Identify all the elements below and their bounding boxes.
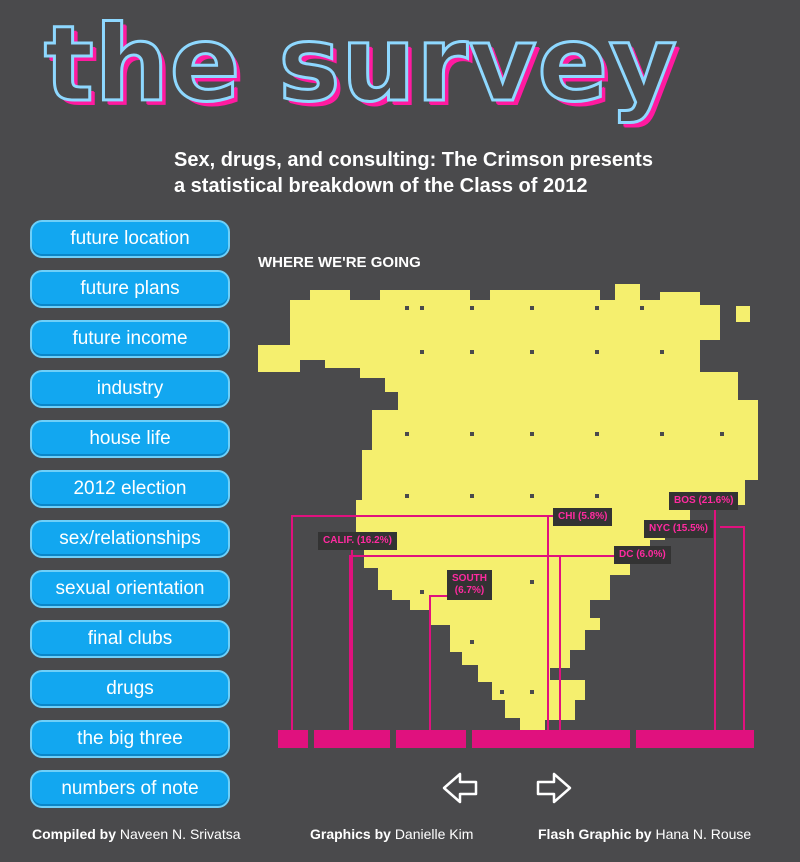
map-label-nyc: NYC (15.5%) xyxy=(644,520,713,538)
credit-flash: Flash Graphic by Hana N. Rouse xyxy=(538,826,751,842)
nav-button-industry[interactable]: industry xyxy=(30,370,230,408)
credit-flash-name: Hana N. Rouse xyxy=(655,826,752,842)
map-island-northeast xyxy=(736,306,750,322)
nav-button-future-income[interactable]: future income xyxy=(30,320,230,358)
credit-compiled-role: Compiled by xyxy=(32,826,117,842)
map-label-calif: CALIF. (16.2%) xyxy=(318,532,397,550)
map-heading: WHERE WE'RE GOING xyxy=(258,254,421,271)
credit-graphics-name: Danielle Kim xyxy=(394,826,474,842)
nav-button-future-plans[interactable]: future plans xyxy=(30,270,230,308)
prev-button[interactable] xyxy=(440,770,480,806)
map-bars xyxy=(278,730,754,748)
credit-graphics: Graphics by Danielle Kim xyxy=(310,826,473,842)
nav-button-house-life[interactable]: house life xyxy=(30,420,230,458)
arrow-right-icon xyxy=(536,772,572,804)
page-title: the survey xyxy=(43,3,679,126)
next-button[interactable] xyxy=(534,770,574,806)
credit-compiled-name: Naveen N. Srivatsa xyxy=(119,826,241,842)
nav-button-drugs[interactable]: drugs xyxy=(30,670,230,708)
nav-button-sex-relationships[interactable]: sex/relationships xyxy=(30,520,230,558)
map-landmass xyxy=(258,284,758,730)
map-label-chi: CHI (5.8%) xyxy=(553,508,613,526)
nav-button-sexual-orientation[interactable]: sexual orientation xyxy=(30,570,230,608)
nav-button-future-location[interactable]: future location xyxy=(30,220,230,258)
credit-compiled: Compiled by Naveen N. Srivatsa xyxy=(32,826,241,842)
credit-flash-role: Flash Graphic by xyxy=(538,826,652,842)
map-label-south: SOUTH (6.7%) xyxy=(447,570,492,600)
map-label-dc: DC (6.0%) xyxy=(614,546,671,564)
arrow-left-icon xyxy=(442,772,478,804)
nav-button-2012-election[interactable]: 2012 election xyxy=(30,470,230,508)
page-subtitle: Sex, drugs, and consulting: The Crimson … xyxy=(174,149,653,197)
nav-button-numbers-of-note[interactable]: numbers of note xyxy=(30,770,230,808)
nav-button-final-clubs[interactable]: final clubs xyxy=(30,620,230,658)
map-label-bos: BOS (21.6%) xyxy=(669,492,739,510)
credit-graphics-role: Graphics by xyxy=(310,826,391,842)
nav-button-the-big-three[interactable]: the big three xyxy=(30,720,230,758)
